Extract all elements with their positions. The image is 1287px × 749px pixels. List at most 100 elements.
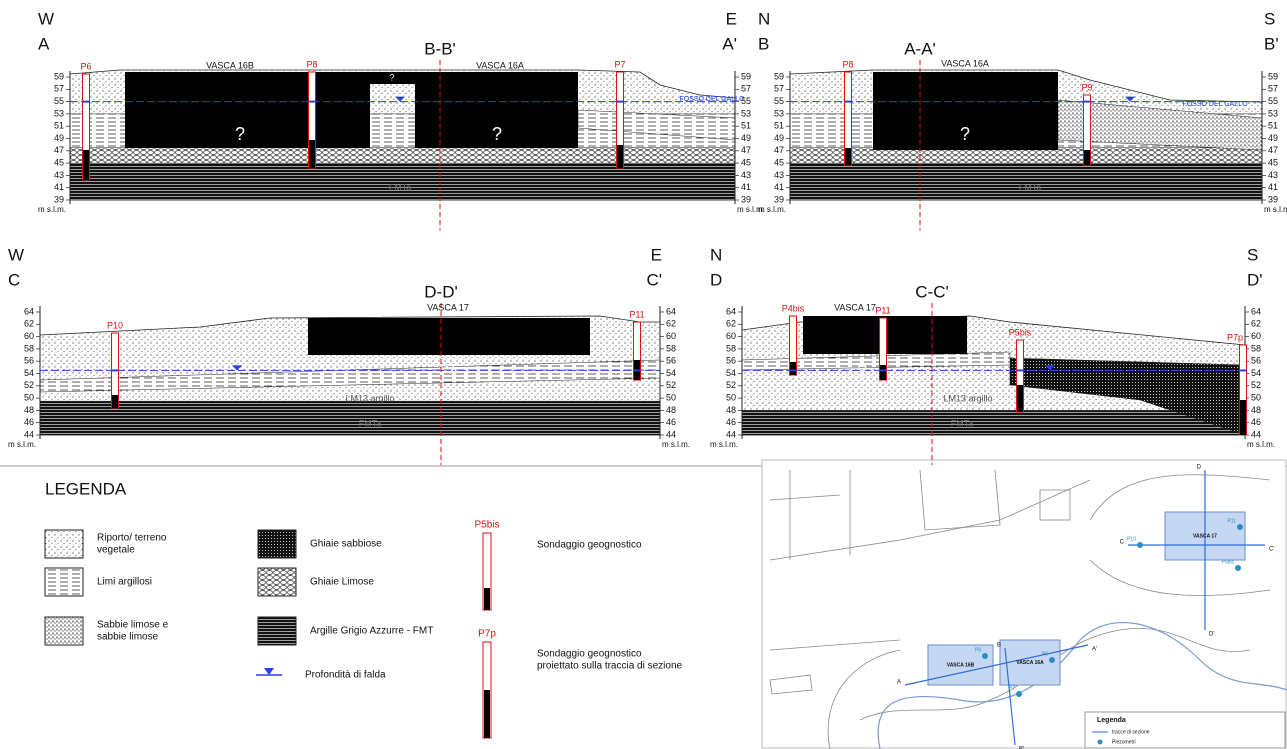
trace-label: B-B' [424, 39, 456, 58]
direction: N [758, 9, 770, 28]
map-well [1137, 542, 1143, 548]
legend-label: Riporto/ terreno [97, 533, 167, 544]
section-label: LM13 argillo [345, 393, 394, 403]
map-legend-well [1098, 740, 1103, 745]
end-label: B [758, 34, 769, 53]
legend-label: Limi argillosi [97, 577, 152, 588]
unit-label: m s.l.m. [662, 440, 690, 449]
direction: N [710, 245, 722, 264]
borehole-label: P4bis [782, 303, 805, 313]
map-well-label: P8 [975, 647, 981, 653]
direction: S [1247, 245, 1258, 264]
tick-label: 60 [24, 331, 34, 341]
tick-label: 41 [741, 182, 751, 192]
tick-label: 46 [726, 417, 736, 427]
end-label: A' [722, 34, 737, 53]
tank-label: VASCA 16B [206, 60, 254, 70]
legend-label: Sabbie limose e [97, 620, 169, 631]
borehole-base [790, 362, 796, 375]
map-trace-end: C' [1269, 547, 1274, 553]
tank-mark: ? [857, 361, 867, 381]
borehole-label: P7 [614, 59, 625, 69]
tick-label: 59 [774, 71, 784, 81]
legend-swatch [45, 530, 83, 558]
tick-label: 53 [741, 108, 751, 118]
tank-label: VASCA 17 [834, 302, 876, 312]
unit-label: m s.l.m. [8, 440, 36, 449]
legend-label: sabbie limose [97, 632, 159, 643]
tank-label: VASCA 16A [941, 58, 989, 68]
tick-label: 55 [1268, 96, 1278, 106]
tick-label: 56 [726, 356, 736, 366]
legend-title: LEGENDA [45, 479, 127, 498]
trace-label: C-C' [915, 282, 948, 301]
section-label: FMTa [389, 182, 412, 192]
direction: E [651, 245, 662, 264]
tick-label: 41 [1268, 182, 1278, 192]
end-label: C [8, 270, 20, 289]
tick-label: 60 [666, 331, 676, 341]
tick-label: 57 [774, 84, 784, 94]
tick-label: 48 [24, 405, 34, 415]
map-well [1237, 524, 1243, 530]
tick-label: 51 [741, 121, 751, 131]
borehole-base [83, 150, 89, 180]
tick-label: 56 [666, 356, 676, 366]
map-tank-label: VASCA 16A [1016, 660, 1044, 666]
layer [790, 148, 1262, 163]
legend-swatch [45, 617, 83, 645]
trace-label: D-D' [424, 282, 457, 301]
tick-label: 62 [666, 319, 676, 329]
map-well-label: P9 [1042, 651, 1048, 657]
tick-label: 46 [1251, 417, 1261, 427]
page: 5959575755555353515149494747454543434141… [0, 0, 1287, 749]
map-trace-end: A' [1092, 647, 1097, 653]
layer [742, 410, 1245, 435]
unit-label: m s.l.m. [758, 205, 786, 214]
tank [125, 72, 370, 148]
legend-label: proiettato sulla traccia di sezione [537, 661, 683, 672]
legend-swatch [45, 568, 83, 596]
borehole-label: P8 [842, 59, 853, 69]
tick-label: 48 [1251, 405, 1261, 415]
tick-label: 58 [1251, 343, 1261, 353]
tick-label: 44 [1251, 429, 1261, 439]
borehole-base [1240, 400, 1246, 435]
tick-label: 58 [24, 343, 34, 353]
legend-label: Sondaggio geognostico [537, 540, 642, 551]
legend-label: vegetale [97, 545, 135, 556]
map-well [982, 653, 988, 659]
borehole-label: P9 [1081, 82, 1092, 92]
tick-label: 64 [1251, 306, 1261, 316]
tick-label: 47 [1268, 145, 1278, 155]
tank-mark: ? [445, 361, 455, 381]
tick-label: 59 [1268, 71, 1278, 81]
legend-swatch [258, 530, 296, 558]
section-label: FOSSO DEL GALLO [679, 96, 745, 103]
tick-label: 62 [1251, 319, 1261, 329]
end-label: C' [646, 270, 662, 289]
tick-label: 46 [24, 417, 34, 427]
borehole-label: P10 [107, 320, 123, 330]
map-well-label: P10 [1127, 536, 1136, 542]
tick-label: 60 [1251, 331, 1261, 341]
tick-label: 62 [24, 319, 34, 329]
map-well [1235, 565, 1241, 571]
borehole-base [845, 148, 851, 165]
end-label: B' [1264, 34, 1279, 53]
map-tank-label: VASCA 17 [1193, 533, 1217, 539]
tick-label: 57 [741, 84, 751, 94]
tank [308, 318, 590, 355]
direction: S [1264, 9, 1275, 28]
borehole-label: P6 [80, 61, 91, 71]
tick-label: 56 [24, 356, 34, 366]
borehole-base [112, 395, 118, 408]
tick-label: 44 [726, 429, 736, 439]
tick-label: 39 [741, 194, 751, 204]
map-legend-label: Piezometri [1112, 739, 1136, 745]
tick-label: 50 [1251, 392, 1261, 402]
map-well-label: P5bis [1221, 559, 1234, 565]
tick-label: 54 [24, 368, 34, 378]
legend-label: Ghiaie Limose [310, 577, 374, 588]
tick-label: 52 [24, 380, 34, 390]
